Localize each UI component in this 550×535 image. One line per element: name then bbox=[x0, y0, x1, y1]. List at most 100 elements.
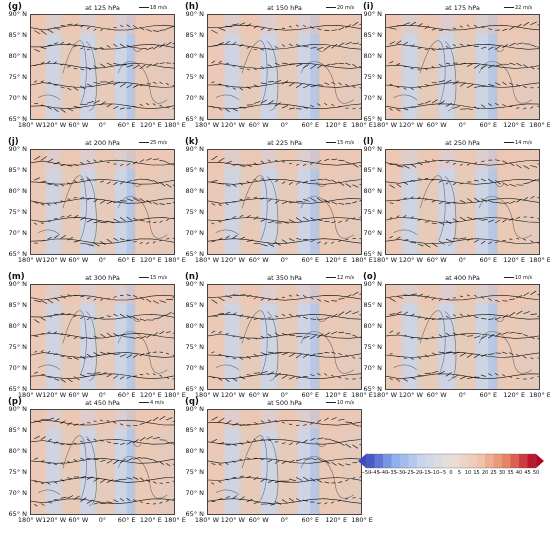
wind-vector bbox=[317, 46, 324, 50]
wind-vector bbox=[359, 293, 361, 295]
wind-vector bbox=[253, 162, 258, 166]
wind-vector bbox=[488, 241, 493, 245]
wind-vector bbox=[466, 63, 473, 67]
wind-vector bbox=[509, 26, 515, 31]
anomaly-band bbox=[80, 285, 95, 389]
streamline bbox=[208, 63, 361, 69]
wind-vector bbox=[466, 335, 474, 337]
wind-vector bbox=[152, 201, 159, 205]
wind-vector bbox=[211, 482, 215, 485]
wind-vector bbox=[133, 439, 139, 444]
wind-vector bbox=[523, 311, 530, 315]
wind-vector bbox=[47, 158, 54, 163]
wind-vector bbox=[146, 242, 150, 245]
wind-vector bbox=[459, 25, 463, 28]
wind-vector bbox=[516, 295, 523, 299]
wind-vector bbox=[267, 29, 272, 32]
wind-vector bbox=[73, 45, 77, 48]
wind-vector bbox=[410, 293, 417, 296]
wind-vector bbox=[93, 352, 100, 357]
y-tick-label: 65° N bbox=[363, 250, 382, 258]
wind-vector bbox=[523, 86, 527, 88]
wind-vector bbox=[34, 481, 38, 483]
wind-vector bbox=[67, 66, 71, 68]
wind-vector bbox=[523, 292, 530, 297]
wind-vector bbox=[152, 158, 160, 161]
wind-vector bbox=[530, 240, 534, 243]
wind-vector bbox=[106, 373, 113, 378]
wind-vector bbox=[345, 161, 352, 165]
anomaly-band bbox=[475, 150, 495, 254]
wind-vector bbox=[431, 222, 437, 225]
wind-vector bbox=[113, 313, 118, 317]
wind-vector bbox=[396, 378, 401, 382]
wind-vector bbox=[331, 221, 336, 224]
anomaly-band bbox=[519, 150, 539, 254]
anomaly-band bbox=[310, 410, 320, 514]
y-tick-label: 90° N bbox=[8, 405, 27, 413]
wind-vector bbox=[537, 242, 539, 244]
wind-vector bbox=[159, 351, 164, 353]
x-tick-label: 180° W bbox=[17, 256, 43, 264]
anomaly-band bbox=[208, 15, 361, 35]
wind-vector bbox=[424, 243, 431, 248]
wind-vector bbox=[331, 29, 338, 32]
wind-vector bbox=[295, 294, 300, 297]
map-plot bbox=[30, 284, 175, 390]
wind-vector bbox=[246, 46, 251, 49]
wind-vector bbox=[488, 64, 495, 69]
wind-vector bbox=[345, 238, 349, 241]
wind-vector bbox=[359, 184, 361, 186]
x-tick-label: 60° W bbox=[68, 516, 89, 524]
wind-vector bbox=[133, 457, 140, 460]
wind-vector bbox=[403, 165, 410, 169]
y-tick-label: 65° N bbox=[8, 250, 27, 258]
y-tick-label: 70° N bbox=[185, 489, 204, 497]
anomaly-band bbox=[341, 410, 361, 514]
wind-vector bbox=[172, 25, 174, 28]
wind-vector bbox=[295, 314, 301, 318]
colorbar-extend-low bbox=[358, 454, 366, 468]
wind-vector bbox=[537, 293, 539, 296]
wind-vector bbox=[488, 46, 494, 51]
wind-vector bbox=[502, 331, 509, 335]
wind-vector bbox=[93, 335, 99, 339]
wind-vector bbox=[211, 330, 216, 334]
colorbar-tick-label: −10 bbox=[428, 470, 440, 476]
wind-vector bbox=[260, 335, 265, 339]
panel-title: at 400 hPa bbox=[445, 274, 480, 282]
wind-vector bbox=[274, 159, 279, 162]
wind-vector bbox=[146, 352, 151, 355]
wind-vector bbox=[495, 241, 499, 244]
x-tick-label: 60° W bbox=[248, 391, 269, 399]
wind-vector bbox=[338, 27, 345, 31]
wind-vector bbox=[317, 241, 321, 244]
coastline bbox=[132, 441, 142, 447]
y-tick-label: 70° N bbox=[8, 229, 27, 237]
wind-vector bbox=[267, 221, 275, 224]
wind-vector bbox=[106, 161, 110, 164]
x-tick-label: 180° E bbox=[529, 121, 550, 129]
y-tick-label: 70° N bbox=[185, 94, 204, 102]
wind-vector bbox=[473, 64, 480, 69]
coastline bbox=[266, 311, 279, 381]
panel-label: (l) bbox=[363, 137, 374, 147]
wind-vector bbox=[317, 84, 323, 86]
wind-vector bbox=[106, 200, 113, 205]
x-tick-label: 120° E bbox=[325, 391, 348, 399]
wind-vector bbox=[417, 47, 422, 49]
wind-vector bbox=[296, 376, 302, 379]
colorbar-segment bbox=[408, 454, 418, 468]
wind-vector bbox=[523, 165, 530, 170]
wind-vector bbox=[106, 80, 114, 84]
wind-vector bbox=[473, 197, 480, 202]
wind-vector bbox=[295, 353, 302, 359]
wind-vector bbox=[232, 443, 237, 446]
scale-vector: 14 m/s bbox=[504, 140, 532, 146]
wind-vector bbox=[172, 43, 174, 45]
anomaly-band bbox=[31, 410, 49, 514]
coastline bbox=[316, 181, 327, 187]
scale-arrow bbox=[504, 7, 514, 8]
coastline bbox=[316, 316, 327, 322]
coastline bbox=[300, 331, 354, 374]
